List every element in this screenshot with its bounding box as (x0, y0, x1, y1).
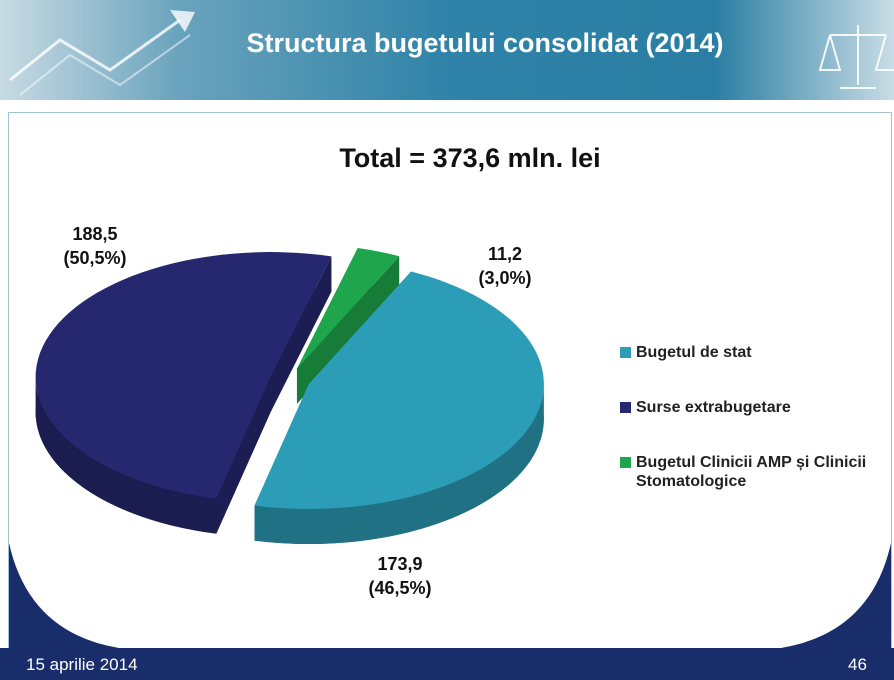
panel-decoration (9, 543, 891, 648)
percent-label: (46,5%) (368, 578, 431, 598)
chart-title: Total = 373,6 mln. lei (339, 143, 600, 173)
slice-cut-face (216, 377, 271, 534)
legend-swatch (620, 347, 631, 358)
legend-swatch (620, 402, 631, 413)
slice-side (35, 377, 217, 534)
slice (35, 252, 332, 499)
page-number: 46 (848, 655, 867, 674)
percent-label: (3,0%) (478, 268, 531, 288)
legend-item: Bugetul de stat (620, 343, 885, 362)
slice (254, 271, 544, 510)
legend-item: Bugetul Clinicii AMP și Clinicii Stomato… (620, 453, 885, 491)
data-label: 173,9 (377, 554, 422, 574)
legend-label: Bugetul Clinicii AMP și Clinicii Stomato… (636, 454, 867, 490)
legend-item: Surse extrabugetare (620, 398, 885, 417)
data-label: 188,5 (72, 224, 117, 244)
slice-side (254, 384, 544, 545)
slice (296, 248, 400, 369)
header-decoration (9, 10, 894, 96)
header: Structura bugetului consolidat (2014) (0, 0, 894, 100)
footer (0, 648, 894, 680)
legend: Bugetul de stat Surse extrabugetare Bugetu… (620, 343, 885, 527)
data-label: 11,2 (488, 244, 522, 264)
legend-label: Surse extrabugetare (636, 399, 791, 416)
legend-label: Bugetul de stat (636, 344, 752, 361)
legend-swatch (620, 457, 631, 468)
slice-cut-face (270, 256, 332, 413)
slice-cut-face (296, 256, 400, 404)
percent-label: (50,5%) (63, 248, 126, 268)
slide-title: Structura bugetului consolidat (2014) (246, 28, 724, 58)
footer-date: 15 aprilie 2014 (26, 655, 138, 674)
